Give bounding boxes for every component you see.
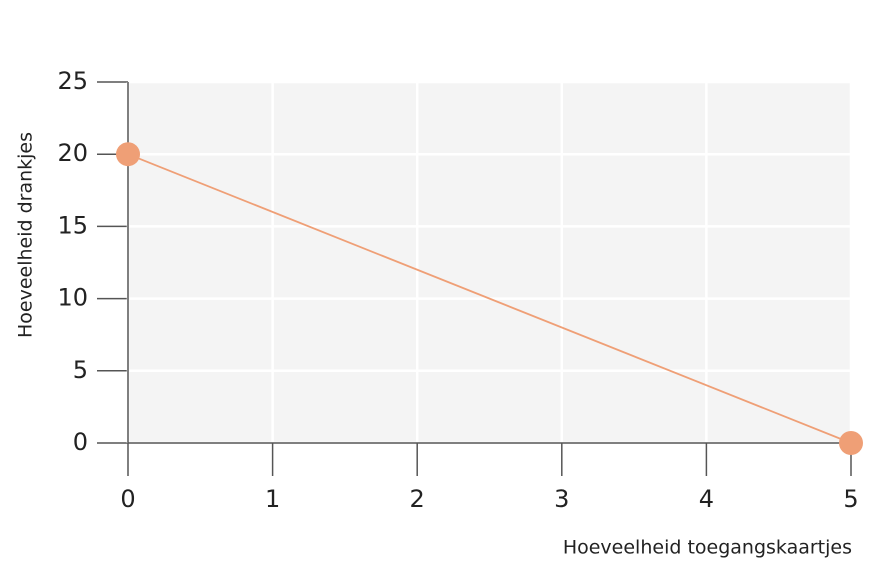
y-tick-label: 10 xyxy=(57,284,88,312)
x-tick-label: 0 xyxy=(120,485,135,513)
x-axis-title: Hoeveelheid toegangskaartjes xyxy=(563,537,852,559)
y-tick-label: 0 xyxy=(73,428,88,456)
y-tick-label: 15 xyxy=(57,211,88,239)
x-tick-label: 2 xyxy=(410,485,425,513)
x-tick-label: 4 xyxy=(699,485,714,513)
x-tick-label: 5 xyxy=(843,485,858,513)
y-tick-label: 5 xyxy=(73,356,88,384)
y-axis-title: Hoeveelheid drankjes xyxy=(15,132,37,338)
y-tick-label: 25 xyxy=(57,67,88,95)
data-point xyxy=(839,431,863,455)
x-tick-label: 3 xyxy=(554,485,569,513)
plot-background xyxy=(128,82,851,443)
data-line xyxy=(127,153,852,444)
x-tick-label: 1 xyxy=(265,485,280,513)
data-point xyxy=(116,142,140,167)
y-tick-label: 20 xyxy=(57,139,88,167)
